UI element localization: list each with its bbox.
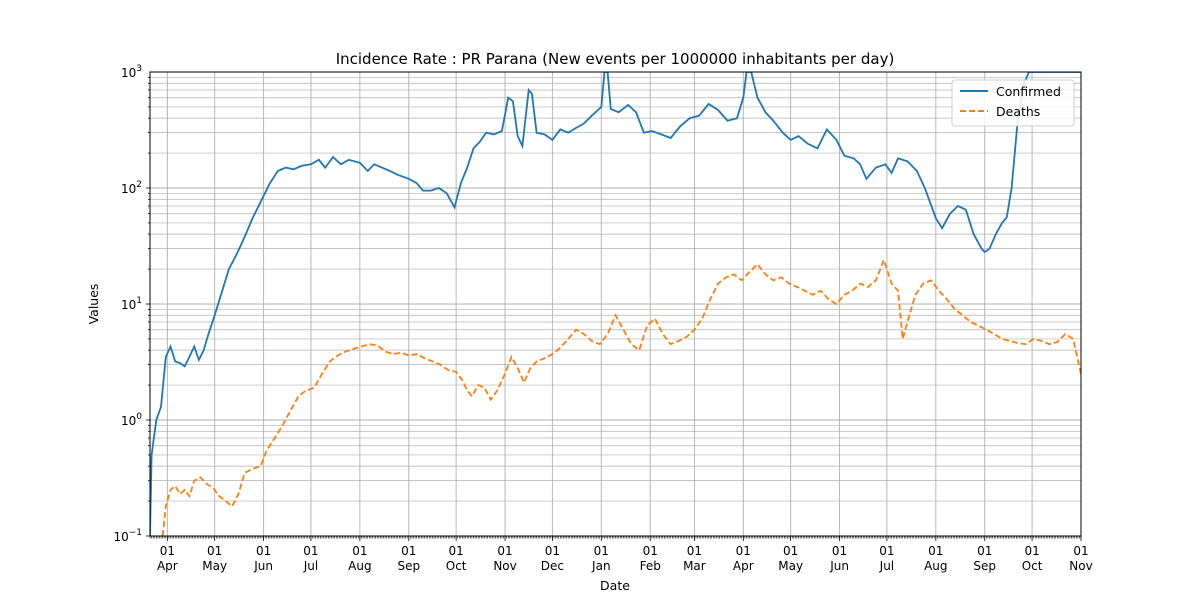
x-tick-month: Jul [303, 559, 318, 573]
x-tick-day: 01 [643, 544, 658, 558]
x-tick-month: Jun [829, 559, 849, 573]
x-tick-day: 01 [448, 544, 463, 558]
x-tick-day: 01 [832, 544, 847, 558]
x-tick-day: 01 [256, 544, 271, 558]
series-layer [150, 72, 1081, 536]
x-tick-day: 01 [736, 544, 751, 558]
y-tick-exp: −1 [129, 528, 142, 538]
y-tick-exp: 0 [136, 412, 142, 422]
x-tick-month: May [202, 559, 227, 573]
x-tick-month: Oct [1022, 559, 1043, 573]
y-tick-label: 102 [121, 180, 142, 196]
x-tick-month: Apr [157, 559, 178, 573]
x-tick-day: 01 [687, 544, 702, 558]
y-tick-base: 10 [121, 66, 136, 80]
x-tick-month: Mar [683, 559, 706, 573]
y-axis-label: Values [86, 284, 101, 325]
x-tick-month: Aug [924, 559, 947, 573]
x-tick-month: Apr [733, 559, 754, 573]
x-tick-day: 01 [545, 544, 560, 558]
plot-area [149, 71, 1082, 537]
x-tick-day: 01 [401, 544, 416, 558]
chart-title: Incidence Rate : PR Parana (New events p… [336, 50, 895, 68]
y-tick-label: 100 [121, 412, 142, 428]
y-tick-label: 103 [121, 64, 142, 80]
x-tick-month: Jun [253, 559, 273, 573]
x-tick-month: Dec [541, 559, 564, 573]
x-tick-day: 01 [594, 544, 609, 558]
x-tick-day: 01 [497, 544, 512, 558]
legend-label-deaths: Deaths [996, 104, 1040, 119]
x-tick-month: Nov [1069, 559, 1092, 573]
y-tick-label: 101 [121, 296, 142, 312]
series-line-deaths [161, 257, 1081, 536]
y-tick-exp: 3 [136, 64, 142, 74]
x-tick-day: 01 [977, 544, 992, 558]
x-tick-day: 01 [352, 544, 367, 558]
x-tick-day: 01 [783, 544, 798, 558]
y-tick-label: 10−1 [113, 528, 142, 544]
x-tick-day: 01 [160, 544, 175, 558]
legend: Confirmed Deaths [951, 79, 1075, 127]
x-tick-day: 01 [928, 544, 943, 558]
y-tick-exp: 2 [136, 180, 142, 190]
y-tick-base: 10 [121, 414, 136, 428]
x-tick-day: 01 [207, 544, 222, 558]
y-tick-exp: 1 [136, 296, 142, 306]
y-tick-base: 10 [121, 298, 136, 312]
x-tick-day: 01 [879, 544, 894, 558]
y-tick-base: 10 [113, 530, 128, 544]
x-tick-day: 01 [1073, 544, 1088, 558]
grid [150, 72, 1082, 537]
x-tick-month: Jul [879, 559, 894, 573]
x-tick-month: Sep [973, 559, 996, 573]
x-tick-month: May [778, 559, 803, 573]
x-tick-month: Feb [640, 559, 661, 573]
x-tick-day: 01 [303, 544, 318, 558]
x-tick-month: Jan [591, 559, 611, 573]
x-tick-month: Nov [493, 559, 516, 573]
y-tick-base: 10 [121, 182, 136, 196]
x-tick-month: Sep [397, 559, 420, 573]
x-tick-day: 01 [1024, 544, 1039, 558]
x-axis-ticks: 01Apr01May01Jun01Jul01Aug01Sep01Oct01Nov… [149, 536, 1093, 573]
x-axis-label: Date [600, 578, 630, 593]
x-tick-month: Aug [348, 559, 371, 573]
series-line-confirmed [150, 72, 1081, 536]
legend-label-confirmed: Confirmed [996, 84, 1061, 99]
x-tick-month: Oct [446, 559, 467, 573]
